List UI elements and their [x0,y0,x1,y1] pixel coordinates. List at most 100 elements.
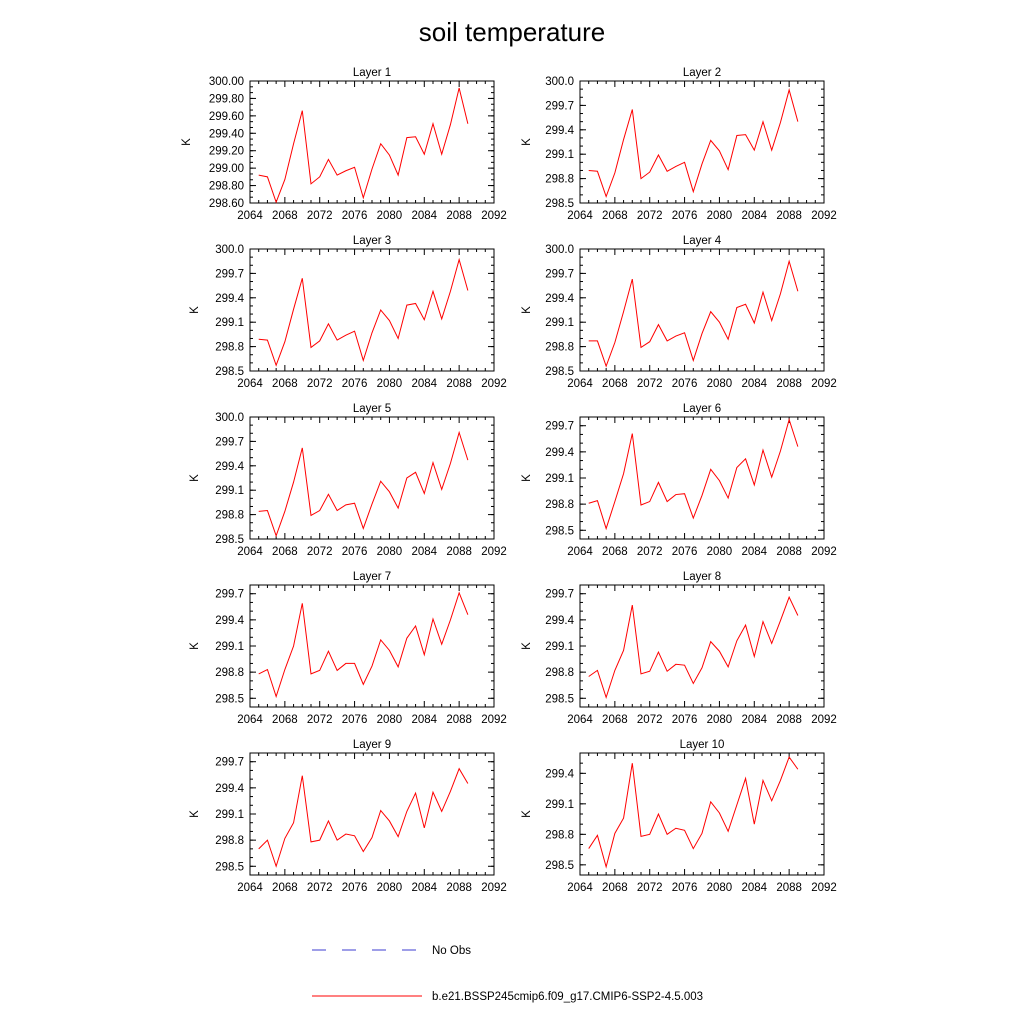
series-line [258,257,469,367]
y-tick-label: 299.7 [215,757,244,769]
x-tick-label: 2092 [481,882,507,894]
x-tick-label: 2092 [811,546,837,558]
y-tick-label: 298.8 [215,667,244,679]
x-tick-label: 2072 [637,546,663,558]
y-tick-label: 298.5 [545,198,574,210]
y-tick-label: 299.4 [545,293,574,305]
x-tick-label: 2064 [237,378,263,390]
y-tick-label: 298.60 [209,198,244,210]
y-tick-label: 299.1 [545,799,574,811]
x-tick-label: 2076 [342,882,368,894]
x-tick-label: 2080 [707,210,733,222]
x-tick-label: 2088 [446,210,472,222]
x-tick-label: 2092 [481,546,507,558]
x-tick-label: 2088 [776,546,802,558]
y-tick-label: 299.60 [209,111,244,123]
x-tick-label: 2064 [237,882,263,894]
panel-layer-8: Layer 8 2064 2068 2072 2076 2080 2084 2088 2092 2… [521,571,837,726]
x-tick-label: 2072 [307,378,333,390]
x-tick-label: 2084 [741,546,767,558]
y-tick-label: 299.20 [209,146,244,158]
y-tick-label: 298.8 [545,829,574,841]
legend-label: No Obs [432,945,471,957]
x-tick-label: 2064 [237,714,263,726]
series-line [588,417,799,531]
legend-label: b.e21.BSSP245cmip6.f09_g17.CMIP6-SSP2-4.… [432,991,703,1003]
x-tick-label: 2092 [811,210,837,222]
x-tick-label: 2072 [637,714,663,726]
panel-title: Layer 10 [680,739,725,751]
plot-frame [579,416,825,540]
x-tick-label: 2068 [602,714,628,726]
x-tick-label: 2084 [411,882,437,894]
plot-frame [249,752,495,876]
panel-title: Layer 2 [683,67,721,79]
y-tick-label: 298.80 [209,181,244,193]
x-tick-label: 2072 [307,882,333,894]
x-tick-label: 2068 [602,210,628,222]
series-line [588,88,799,198]
x-tick-label: 2064 [567,210,593,222]
x-tick-label: 2092 [811,378,837,390]
y-tick-label: 299.4 [215,615,244,627]
y-tick-label: 299.1 [215,317,244,329]
y-axis-label: K [181,138,193,146]
y-tick-label: 299.1 [215,809,244,821]
x-tick-label: 2092 [481,378,507,390]
plot-frame [579,80,825,204]
panel-layer-5: Layer 5 2064 2068 2072 2076 2080 2084 2088 2092 2… [189,403,507,558]
y-tick-label: 299.4 [545,615,574,627]
y-tick-label: 299.1 [545,317,574,329]
x-tick-label: 2080 [707,714,733,726]
x-tick-label: 2088 [446,378,472,390]
x-tick-label: 2076 [672,882,698,894]
legend-item-1: No Obs [312,945,471,957]
y-tick-label: 299.1 [215,641,244,653]
x-tick-label: 2068 [272,714,298,726]
y-tick-label: 299.4 [215,461,244,473]
series-line [588,756,799,869]
x-tick-label: 2072 [637,378,663,390]
x-tick-label: 2072 [307,546,333,558]
x-tick-label: 2080 [377,714,403,726]
y-tick-label: 299.7 [215,268,244,280]
y-tick-label: 298.5 [215,534,244,546]
x-tick-label: 2068 [602,882,628,894]
y-tick-label: 298.8 [215,342,244,354]
legend-item-2: b.e21.BSSP245cmip6.f09_g17.CMIP6-SSP2-4.… [312,991,703,1003]
series-line [258,87,469,204]
x-tick-label: 2092 [811,714,837,726]
panel-layer-7: Layer 7 2064 2068 2072 2076 2080 2084 2088 2092 2… [189,571,507,726]
panel-title: Layer 9 [353,739,391,751]
y-tick-label: 300.0 [545,244,574,256]
y-tick-label: 299.7 [545,589,574,601]
figure-title: soil temperature [419,17,605,47]
x-tick-label: 2064 [237,210,263,222]
y-tick-label: 298.5 [545,860,574,872]
panel-title: Layer 3 [353,235,391,247]
x-tick-label: 2084 [411,210,437,222]
panel-layer-2: Layer 2 2064 2068 2072 2076 2080 2084 2088 2092 2… [521,67,837,222]
y-axis-label: K [521,642,533,650]
x-tick-label: 2076 [342,210,368,222]
y-axis-label: K [521,306,533,314]
panel-title: Layer 5 [353,403,391,415]
y-axis-label: K [189,810,201,818]
y-tick-label: 298.8 [215,835,244,847]
x-tick-label: 2088 [776,882,802,894]
x-tick-label: 2064 [567,546,593,558]
x-tick-label: 2080 [707,378,733,390]
x-tick-label: 2064 [237,546,263,558]
plot-frame [579,752,825,876]
y-axis-label: K [189,642,201,650]
x-tick-label: 2064 [567,714,593,726]
panel-layer-6: Layer 6 2064 2068 2072 2076 2080 2084 2088 2092 2… [521,403,837,558]
y-tick-label: 299.1 [545,149,574,161]
x-tick-label: 2080 [377,546,403,558]
y-tick-label: 299.7 [215,589,244,601]
x-tick-label: 2088 [446,546,472,558]
y-axis-label: K [521,474,533,482]
x-tick-label: 2092 [811,882,837,894]
panel-title: Layer 6 [683,403,721,415]
plot-frame [249,80,495,204]
